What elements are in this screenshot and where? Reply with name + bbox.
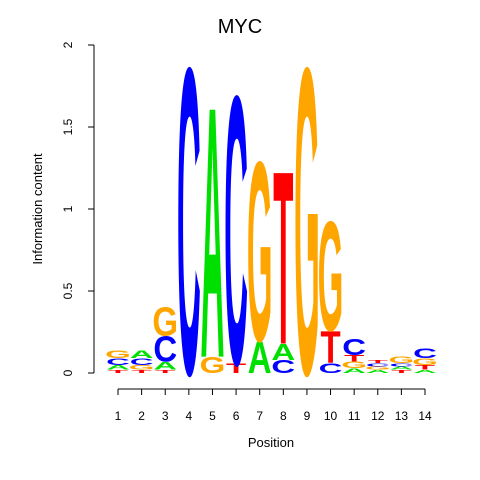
- x-axis-label: Position: [248, 435, 294, 450]
- logo-letter-t: T: [155, 369, 176, 374]
- logo-letter-a: A: [106, 364, 130, 372]
- y-tick-label: 2: [61, 41, 75, 48]
- logo-letter-g: G: [412, 357, 438, 367]
- x-tick-label: 10: [324, 409, 338, 423]
- logo-letter-a: A: [153, 360, 177, 372]
- logo-letter-g: G: [247, 107, 273, 395]
- logo-letter-t: T: [226, 361, 247, 376]
- logo-letter-t: T: [132, 369, 153, 374]
- x-tick-label: 3: [162, 409, 169, 423]
- logo-letter-a: A: [342, 367, 366, 375]
- logo-letter-a: A: [271, 339, 295, 365]
- x-tick-label: 14: [418, 409, 432, 423]
- y-tick-label: 0: [61, 369, 75, 376]
- x-tick-label: 13: [395, 409, 409, 423]
- x-tick-label: 9: [304, 409, 311, 423]
- logo-letter-t: T: [368, 359, 389, 364]
- x-tick-label: 7: [256, 409, 263, 423]
- logo-letter-c: C: [366, 362, 390, 367]
- logo-letter-g: G: [294, 0, 320, 466]
- logo-letter-c: C: [130, 357, 154, 367]
- chart-title: MYC: [218, 16, 262, 38]
- logo-letter-g: G: [318, 188, 344, 364]
- y-axis: 0 0.5 1 1.5 2: [61, 41, 95, 376]
- logo-letter-a: A: [389, 366, 413, 371]
- logo-letter-g: G: [129, 364, 155, 372]
- logo-letter-g: G: [365, 366, 391, 371]
- logo-letter-c: C: [271, 357, 295, 377]
- logo-letter-g: G: [152, 298, 178, 344]
- logo-letter-c: C: [389, 362, 413, 367]
- logo-letter-t: T: [320, 323, 340, 373]
- logo-letter-g: G: [389, 355, 415, 365]
- logo-letter-c: C: [413, 346, 437, 361]
- x-tick-label: 11: [348, 409, 361, 423]
- logo-letter-t: T: [273, 121, 293, 397]
- x-tick-label: 12: [371, 409, 385, 423]
- logo-letter-c: C: [106, 357, 130, 367]
- y-tick-label: 1: [61, 205, 75, 212]
- logo-letter-a: A: [413, 369, 437, 374]
- logo-letter-a: A: [201, 33, 225, 434]
- logo-letter-t: T: [108, 369, 129, 374]
- y-axis-label: Information content: [30, 153, 45, 265]
- x-axis: 1 2 3 4 5 6 7 8 9 10 11 12 13 14: [115, 388, 432, 423]
- logo-letter-a: A: [248, 333, 272, 383]
- x-tick-label: 2: [138, 409, 145, 423]
- logo-letter-g: G: [105, 349, 131, 361]
- logo-letter-c: C: [177, 0, 201, 466]
- logo-letter-c: C: [342, 334, 366, 360]
- x-tick-label: 6: [233, 409, 240, 423]
- logo-letter-g: G: [200, 352, 226, 378]
- y-tick-label: 1.5: [61, 118, 75, 135]
- logo-letter-g: G: [341, 360, 367, 370]
- y-tick-label: 0.5: [61, 282, 75, 299]
- logo-letter-a: A: [130, 349, 154, 361]
- logo-letter-a: A: [366, 369, 390, 374]
- logo-letter-c: C: [153, 330, 177, 370]
- x-tick-label: 4: [186, 409, 193, 423]
- logo-letter-t: T: [391, 369, 412, 374]
- logo-letter-c: C: [224, 15, 248, 445]
- logo-letter-t: T: [344, 354, 364, 364]
- x-tick-label: 5: [209, 409, 216, 423]
- logo-letter-t: T: [415, 364, 436, 372]
- x-tick-label: 8: [280, 409, 287, 423]
- logo-letter-c: C: [319, 361, 343, 376]
- x-tick-label: 1: [115, 409, 122, 423]
